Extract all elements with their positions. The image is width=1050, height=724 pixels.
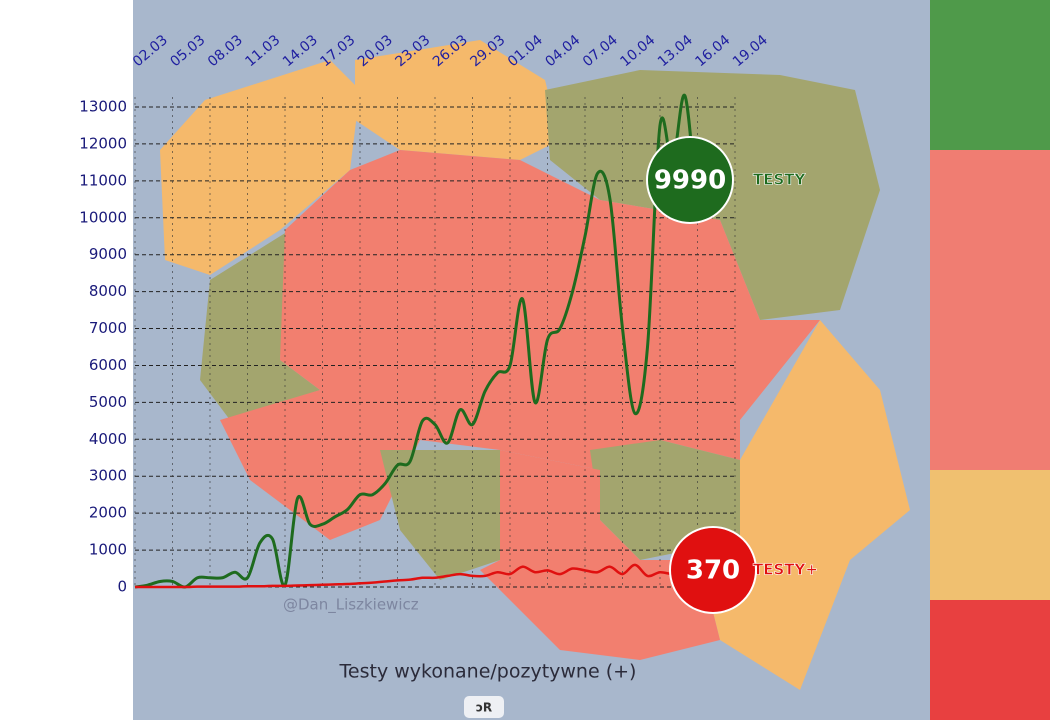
y-tick-label: 3000 [89, 467, 127, 485]
watermark: @Dan_Liszkiewicz [283, 596, 419, 615]
replay-button-label[interactable]: ↄR [476, 701, 492, 715]
x-axis-label: Testy wykonane/pozytywne (+) [339, 661, 637, 683]
legend-label: TESTY+ [753, 561, 818, 579]
background-map [133, 0, 1050, 720]
y-tick-label: 7000 [89, 319, 127, 337]
y-tick-label: 0 [117, 578, 127, 596]
value-bubble [646, 136, 734, 224]
y-tick-label: 2000 [89, 504, 127, 522]
y-tick-label: 8000 [89, 282, 127, 300]
y-tick-label: 11000 [79, 171, 127, 189]
series-line [135, 563, 698, 589]
y-tick-label: 12000 [79, 134, 127, 152]
y-tick-label: 10000 [79, 208, 127, 226]
y-tick-label: 9000 [89, 245, 127, 263]
value-bubble-label: 370 [686, 556, 740, 586]
y-tick-label: 4000 [89, 430, 127, 448]
legend-label: TESTY [753, 171, 807, 189]
y-tick-label: 5000 [89, 393, 127, 411]
y-tick-label: 13000 [79, 98, 127, 116]
y-tick-label: 1000 [89, 541, 127, 559]
replay-button[interactable] [464, 696, 504, 718]
series-line [134, 93, 699, 589]
y-tick-label: 6000 [89, 356, 127, 374]
value-bubble [669, 526, 757, 614]
value-bubble-label: 9990 [654, 166, 726, 196]
